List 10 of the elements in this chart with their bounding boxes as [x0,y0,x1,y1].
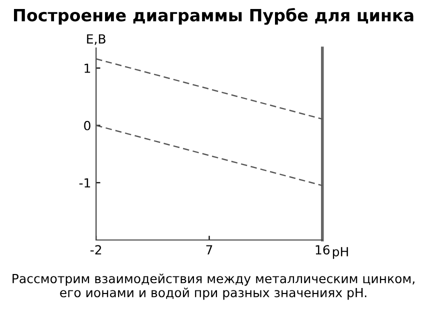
y-axis-title: E,B [87,34,106,45]
x-axis-title: pH [332,247,348,259]
chart-title: Построение диаграммы Пурбе для цинка [14,8,414,25]
y-tick-label: 0 [84,120,90,130]
x-tick-label: 7 [206,245,212,254]
y-tick-label: -1 [79,178,90,188]
y-tick-label: 1 [84,64,90,73]
x-tick-label: -2 [90,245,102,254]
text: Рассмотрим взаимодействия между металлическим цинком, его ионами и водой при разных значениях pH. [12,274,414,300]
x-tick-label: 16 [316,245,330,255]
